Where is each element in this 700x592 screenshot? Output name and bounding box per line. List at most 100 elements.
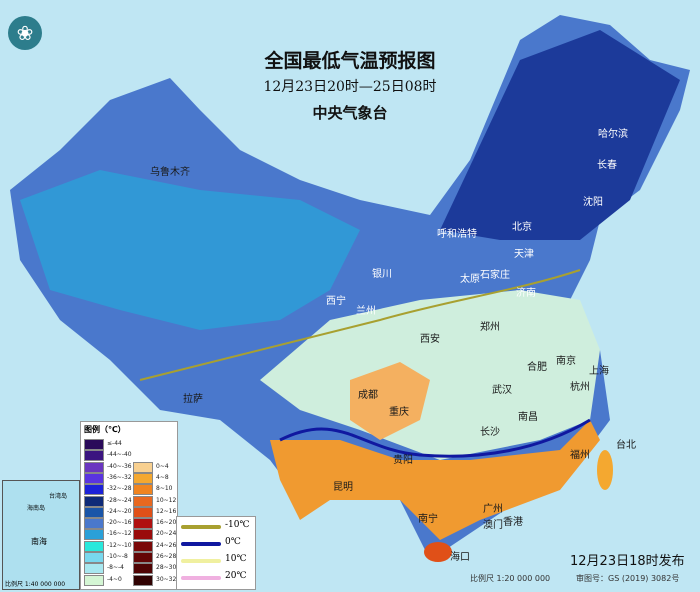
legend-swatch [133, 506, 153, 518]
legend-swatch [84, 518, 104, 530]
city-label: 贵阳 [393, 455, 413, 466]
legend-label: -32~-28 [107, 485, 132, 493]
city-label: 昆明 [333, 482, 353, 493]
inset-label: 南海 [31, 537, 47, 546]
city-label: 乌鲁木齐 [150, 167, 190, 178]
city-label: 南昌 [518, 412, 538, 423]
city-label: 济南 [516, 288, 536, 299]
zone-south-warm [270, 420, 600, 540]
legend-swatch [84, 574, 104, 586]
city-label: 上海 [589, 366, 609, 377]
scale: 比例尺 1:20 000 000 [470, 574, 551, 583]
zone-sichuan [350, 362, 430, 440]
zone-central-light [260, 290, 600, 460]
legend-swatch [84, 484, 104, 496]
legend-swatch [84, 461, 104, 473]
isotherm-0 [279, 418, 591, 458]
legend-label: -44~-40 [107, 451, 132, 459]
zone-west-cyan [20, 170, 360, 330]
legend-label: -4~0 [107, 575, 122, 583]
isotherm-label: 20℃ [225, 571, 247, 581]
legend-swatch [133, 495, 153, 507]
city-label: 台北 [616, 440, 636, 451]
isotherm-line-sample [181, 525, 221, 529]
hainan-island [424, 542, 452, 562]
legend-swatch [84, 495, 104, 507]
legend-swatch [84, 472, 104, 484]
legend-swatch [133, 563, 153, 575]
inset-label: 海南岛 [27, 505, 46, 512]
legend-label: 4~8 [156, 473, 169, 481]
legend-swatch [84, 552, 104, 563]
legend-label: ≤-44 [107, 440, 122, 447]
city-label: 广州 [483, 504, 503, 515]
legend-label: -20~-16 [107, 519, 132, 527]
legend-label: 16~20 [156, 519, 177, 527]
inset-scale: 比例尺 1:40 000 000 [5, 581, 66, 588]
legend-label: 8~10 [156, 485, 173, 493]
city-label: 石家庄 [480, 270, 510, 281]
legend-swatch [133, 540, 153, 552]
city-label: 成都 [358, 390, 378, 401]
isotherm-label: -10℃ [225, 520, 250, 530]
legend-swatch [84, 450, 104, 462]
isotherm-minus10 [139, 269, 581, 381]
legend-label: 0~4 [156, 462, 169, 470]
legend-swatch [133, 472, 153, 484]
city-label: 郑州 [480, 322, 500, 333]
city-label: 武汉 [492, 385, 512, 396]
issued-time: 12月23日18时发布 [570, 554, 685, 569]
legend-label: 30~32 [156, 575, 177, 583]
city-label: 西安 [420, 334, 440, 345]
legend-swatch [133, 552, 153, 563]
city-label: 呼和浩特 [437, 229, 477, 240]
isotherm-line-sample [181, 576, 221, 580]
legend-swatch [133, 518, 153, 530]
city-label: 北京 [512, 222, 532, 233]
isotherm-label: 0℃ [225, 537, 241, 547]
taiwan-island [597, 450, 613, 490]
legend-label: -24~-20 [107, 507, 132, 515]
legend-label: -40~-36 [107, 462, 132, 470]
city-label: 兰州 [356, 306, 376, 317]
legend-label: -12~-10 [107, 541, 132, 549]
forecast-period: 12月23日20时—25日08时 [263, 79, 437, 95]
city-label: 香港 [503, 517, 523, 528]
map-title: 全国最低气温预报图 [264, 50, 436, 72]
city-label: 天津 [514, 249, 534, 260]
city-label: 哈尔滨 [598, 129, 628, 140]
map-number: 审图号：GS (2019) 3082号 [576, 574, 680, 583]
city-label: 福州 [570, 450, 590, 461]
city-label: 杭州 [570, 382, 590, 393]
legend-label: -8~-4 [107, 564, 124, 572]
south-china-sea-inset: 台湾岛 海南岛 南海 比例尺 1:40 000 000 [2, 480, 80, 590]
legend: 图例（℃） ≤-44 -44~-40 -40~-36 -36~-32 -32~-28 -2… [80, 421, 178, 590]
zone-north-dark [440, 30, 680, 240]
legend-label: -36~-32 [107, 473, 132, 481]
legend-label: 20~24 [156, 530, 177, 538]
legend-label: -28~-24 [107, 496, 132, 504]
legend-swatch [84, 506, 104, 518]
cma-logo-icon: ❀ [8, 16, 42, 50]
legend-label: -16~-12 [107, 530, 132, 538]
issuer: 中央气象台 [312, 104, 388, 122]
legend-swatch [84, 529, 104, 541]
isotherm-line-sample [181, 559, 221, 563]
city-label: 重庆 [389, 407, 409, 418]
legend-label: 24~26 [156, 541, 177, 549]
legend-swatch [133, 461, 153, 473]
legend-swatch [84, 563, 104, 575]
legend-swatch [84, 540, 104, 552]
isotherm-line-sample [181, 542, 221, 546]
city-label: 太原 [460, 274, 480, 285]
legend-swatch [133, 529, 153, 541]
city-label: 南京 [556, 356, 576, 367]
city-label: 海口 [450, 552, 470, 563]
city-label: 合肥 [527, 362, 547, 373]
city-label: 沈阳 [583, 197, 603, 208]
legend-title: 图例（℃） [84, 425, 126, 434]
legend-swatch [84, 439, 104, 450]
legend-swatch [133, 484, 153, 496]
legend-label: 26~28 [156, 553, 177, 560]
